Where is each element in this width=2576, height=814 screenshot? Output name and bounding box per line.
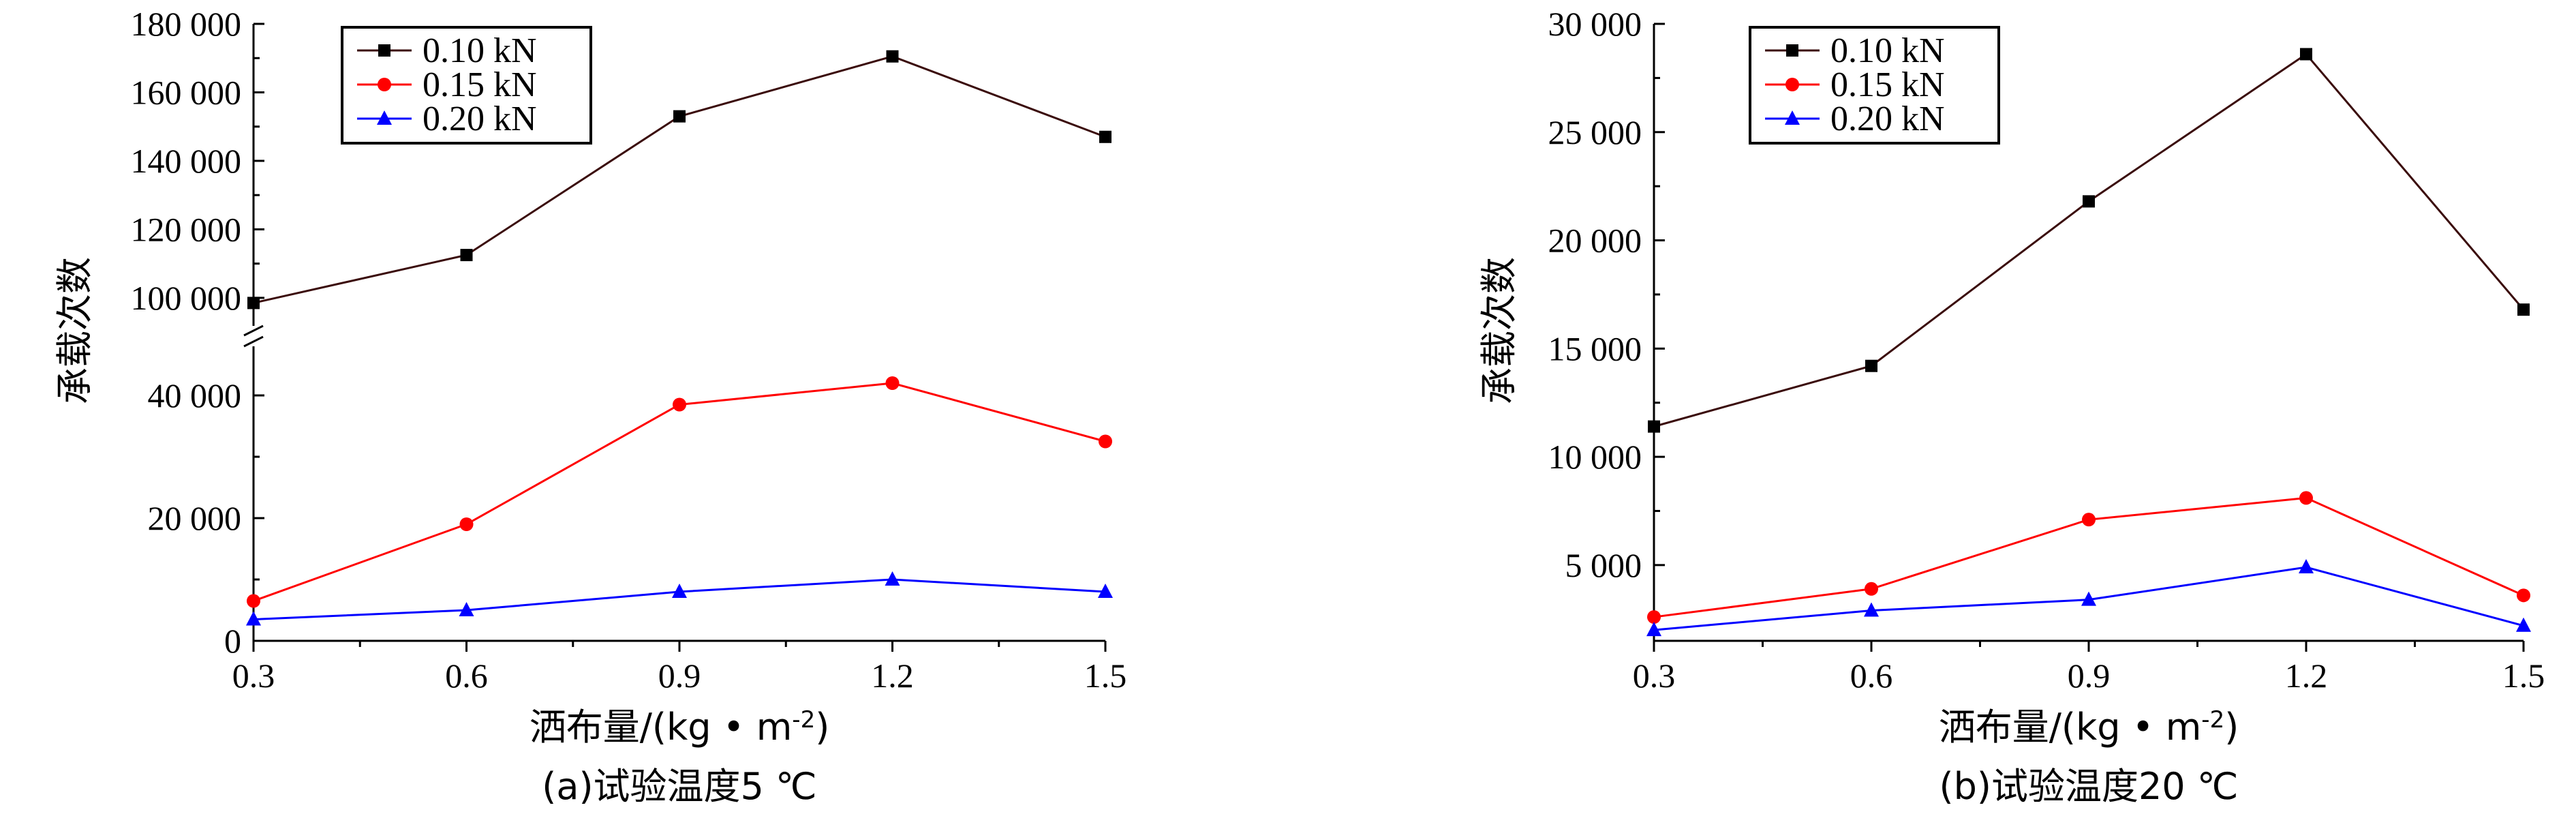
data-point bbox=[673, 397, 686, 412]
data-point bbox=[2081, 591, 2096, 606]
data-point bbox=[1098, 584, 1113, 598]
y-tick-label: 5 000 bbox=[1565, 546, 1642, 584]
y-tick-label: 15 000 bbox=[1548, 329, 1642, 367]
x-tick-label: 0.3 bbox=[232, 657, 275, 695]
data-point bbox=[247, 297, 260, 310]
y-tick-label: 20 000 bbox=[1548, 222, 1642, 260]
legend-label: 0.15 kN bbox=[1830, 65, 1945, 104]
figure-caption: (b)试验温度20 ℃ bbox=[1939, 765, 2239, 808]
data-point bbox=[1864, 602, 1879, 617]
y-tick-label: 0 bbox=[224, 622, 241, 660]
y-axis-title: 承载次数 bbox=[1477, 257, 1520, 404]
x-tick-label: 0.6 bbox=[445, 657, 488, 695]
axis-break-mark bbox=[243, 325, 264, 337]
y-tick-label: 30 000 bbox=[1548, 5, 1642, 43]
data-point bbox=[1865, 359, 1877, 372]
series bbox=[247, 50, 1111, 310]
chart-a: 0 20 000 40 000 100 000 120 000 140 000 160 00… bbox=[53, 5, 1126, 808]
data-point bbox=[672, 584, 687, 598]
data-point bbox=[1865, 582, 1878, 596]
y-tick-label: 10 000 bbox=[1548, 438, 1642, 476]
x-tick-label: 1.5 bbox=[1084, 657, 1127, 695]
y-tick-label: 140 000 bbox=[131, 142, 242, 180]
data-point bbox=[1646, 622, 1661, 637]
legend-label: 0.15 kN bbox=[423, 65, 537, 104]
series bbox=[1648, 48, 2530, 433]
y-tick-label: 25 000 bbox=[1548, 113, 1642, 151]
series-line bbox=[253, 382, 1106, 602]
chart-b: 5 000 10 000 15 000 20 000 25 000 30 000 0.3 0.… bbox=[1477, 5, 2545, 808]
data-point bbox=[2082, 513, 2096, 527]
figure-caption: (a)试验温度5 ℃ bbox=[542, 765, 816, 808]
data-point bbox=[885, 571, 900, 586]
legend-marker bbox=[1785, 110, 1800, 125]
y-axis-title: 承载次数 bbox=[53, 257, 96, 404]
legend-marker bbox=[1785, 78, 1799, 91]
data-point bbox=[2083, 195, 2095, 208]
legend-label: 0.20 kN bbox=[423, 100, 537, 138]
data-point bbox=[2517, 588, 2530, 603]
x-tick-label: 0.9 bbox=[658, 657, 701, 695]
y-tick-label: 160 000 bbox=[131, 73, 242, 111]
x-tick-label: 0.6 bbox=[1850, 657, 1893, 695]
data-point bbox=[247, 594, 260, 608]
y-tick-label: 180 000 bbox=[131, 5, 242, 43]
data-point bbox=[1099, 434, 1112, 449]
data-point bbox=[246, 611, 261, 626]
legend-marker bbox=[378, 44, 390, 57]
x-tick-label: 1.5 bbox=[2502, 657, 2545, 695]
series bbox=[247, 376, 1112, 608]
y-tick-label: 120 000 bbox=[131, 210, 242, 248]
data-point bbox=[460, 249, 473, 262]
y-tick-label: 20 000 bbox=[148, 499, 242, 537]
data-point bbox=[2517, 303, 2530, 316]
data-point bbox=[2299, 491, 2313, 505]
data-point bbox=[2300, 48, 2312, 61]
x-tick-label: 1.2 bbox=[871, 657, 914, 695]
data-point bbox=[1647, 610, 1661, 624]
x-axis-title: 洒布量/(kg • m-2) bbox=[1939, 706, 2239, 749]
x-tick-label: 0.3 bbox=[1633, 657, 1676, 695]
axis-break-mark bbox=[243, 335, 264, 348]
series bbox=[1646, 559, 2531, 637]
legend-marker bbox=[378, 78, 391, 91]
legend-label: 0.10 kN bbox=[1830, 31, 1945, 70]
series bbox=[246, 571, 1113, 626]
x-tick-label: 1.2 bbox=[2285, 657, 2328, 695]
data-point bbox=[886, 50, 899, 63]
data-point bbox=[1648, 420, 1660, 433]
data-point bbox=[459, 517, 474, 531]
legend-marker bbox=[377, 110, 392, 125]
y-tick-label: 40 000 bbox=[148, 376, 242, 414]
data-point bbox=[459, 602, 474, 616]
series bbox=[1647, 491, 2530, 624]
y-tick-label: 100 000 bbox=[131, 279, 242, 317]
x-axis-title: 洒布量/(kg • m-2) bbox=[530, 706, 830, 749]
legend-label: 0.20 kN bbox=[1830, 100, 1945, 138]
data-point bbox=[1099, 130, 1111, 143]
data-point bbox=[885, 376, 900, 390]
data-point bbox=[2516, 617, 2531, 632]
data-point bbox=[673, 110, 686, 123]
data-point bbox=[2299, 559, 2314, 574]
legend-marker bbox=[1786, 44, 1798, 57]
legend-label: 0.10 kN bbox=[423, 31, 537, 70]
x-tick-label: 0.9 bbox=[2068, 657, 2111, 695]
